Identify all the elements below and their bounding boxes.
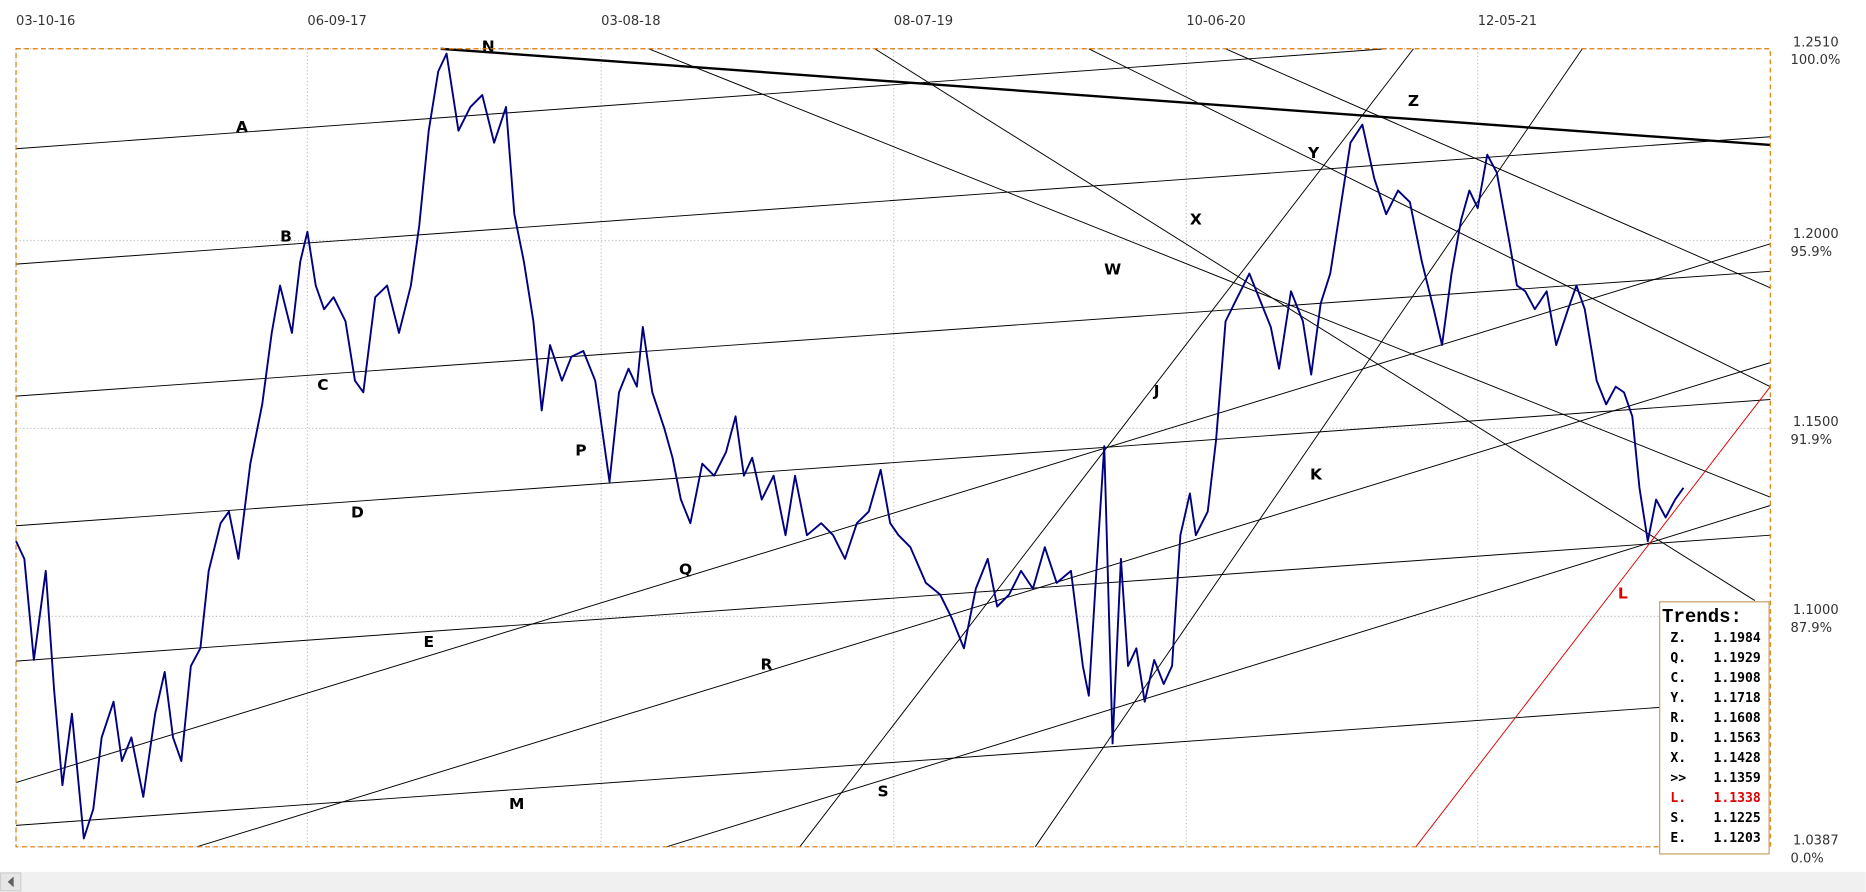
plot-frame (15, 48, 1771, 848)
y-tick-label: 1.1000 (1793, 603, 1839, 618)
trend-label: N (482, 37, 495, 55)
y-tick-percent: 91.9% (1791, 433, 1833, 448)
x-tick-label: 12-05-21 (1478, 14, 1537, 29)
trend-row-value: 1.1563 (1714, 731, 1761, 746)
trend-label: K (1310, 465, 1323, 483)
trendline (666, 505, 1771, 848)
x-tick-label: 03-10-16 (16, 14, 75, 29)
trend-row-value: 1.1359 (1714, 771, 1761, 786)
labels: 03-10-16 06-09-17 03-08-18 08-07-19 10-06-20… (16, 14, 1840, 866)
y-tick-label: 1.0387 (1793, 833, 1839, 848)
y-tick-label: 1.2510 (1793, 35, 1839, 50)
y-tick-label: 1.2000 (1793, 227, 1839, 242)
trendline (1088, 48, 1771, 388)
trend-row-value: 1.1338 (1714, 791, 1761, 806)
trendline (196, 362, 1771, 848)
trend-row-label: >> (1670, 771, 1686, 786)
trendline (15, 698, 1771, 826)
trendline (874, 48, 1756, 601)
trend-label: R (761, 656, 773, 674)
trend-row-value: 1.1608 (1714, 711, 1761, 726)
trend-row-label: E. (1670, 831, 1686, 846)
trend-row-value: 1.1984 (1714, 631, 1761, 646)
x-tick-label: 08-07-19 (894, 14, 953, 29)
y-tick-percent: 0.0% (1791, 851, 1824, 866)
trendline (440, 47, 1771, 147)
trend-label: J (1153, 382, 1160, 400)
trend-row-value: 1.1929 (1714, 651, 1761, 666)
trend-row-value: 1.1203 (1714, 831, 1761, 846)
trend-label: D (351, 503, 364, 521)
y-tick-label: 1.1500 (1793, 415, 1839, 430)
trends-title: Trends: (1662, 606, 1742, 628)
trend-row-label: Y. (1670, 691, 1686, 706)
scroll-left-arrow (7, 876, 14, 888)
trend-row-label: Q. (1670, 651, 1686, 666)
trend-label: E (423, 633, 434, 651)
trend-row-value: 1.1908 (1714, 671, 1761, 686)
trendline (799, 48, 1414, 848)
trend-label: W (1104, 261, 1121, 279)
price (15, 52, 1685, 840)
trendline (1415, 386, 1771, 848)
x-tick-label: 06-09-17 (307, 14, 366, 29)
trends-box (1659, 601, 1770, 855)
price-line (15, 52, 1685, 840)
trend-row-value: 1.1428 (1714, 751, 1761, 766)
x-tick-label: 10-06-20 (1186, 14, 1245, 29)
trendlines (15, 47, 1771, 848)
trend-label: S (877, 783, 888, 801)
trend-row-label: R. (1670, 711, 1686, 726)
trend-label: L (1618, 584, 1628, 602)
scrollbar[interactable] (0, 871, 1866, 892)
trend-label: C (317, 376, 328, 394)
trend-row-label: Z. (1670, 631, 1686, 646)
trend-row-label: X. (1670, 751, 1686, 766)
trendline (648, 48, 1771, 498)
trendline (15, 534, 1771, 662)
trendline (1034, 48, 1583, 848)
y-tick-percent: 100.0% (1791, 53, 1841, 68)
trend-label: A (236, 118, 248, 136)
trend-label: X (1190, 211, 1202, 229)
trendline (1225, 48, 1771, 289)
trend-label: P (575, 441, 586, 459)
trendline (15, 399, 1771, 527)
y-tick-percent: 87.9% (1791, 621, 1833, 636)
trendline (15, 243, 1771, 783)
trend-row-label: D. (1670, 731, 1686, 746)
x-tick-label: 03-08-18 (601, 14, 660, 29)
trend-label: Y (1307, 144, 1320, 162)
y-tick-percent: 95.9% (1791, 245, 1833, 260)
trend-label: Q (679, 561, 692, 579)
trend-label: B (280, 228, 292, 246)
trend-row-label: S. (1670, 811, 1686, 826)
trend-label: Z (1408, 92, 1419, 110)
trend-row-label: C. (1670, 671, 1686, 686)
trend-row-label: L. (1670, 791, 1686, 806)
trendline (15, 48, 1387, 150)
trend-label: M (509, 795, 524, 813)
trend-row-value: 1.1225 (1714, 811, 1761, 826)
trend-row-value: 1.1718 (1714, 691, 1761, 706)
trends-list: Trends: Z. 1.1984 Q. 1.1929 C. 1.1908 Y. 1.1718 R… (1662, 606, 1761, 846)
trendline (15, 270, 1771, 397)
